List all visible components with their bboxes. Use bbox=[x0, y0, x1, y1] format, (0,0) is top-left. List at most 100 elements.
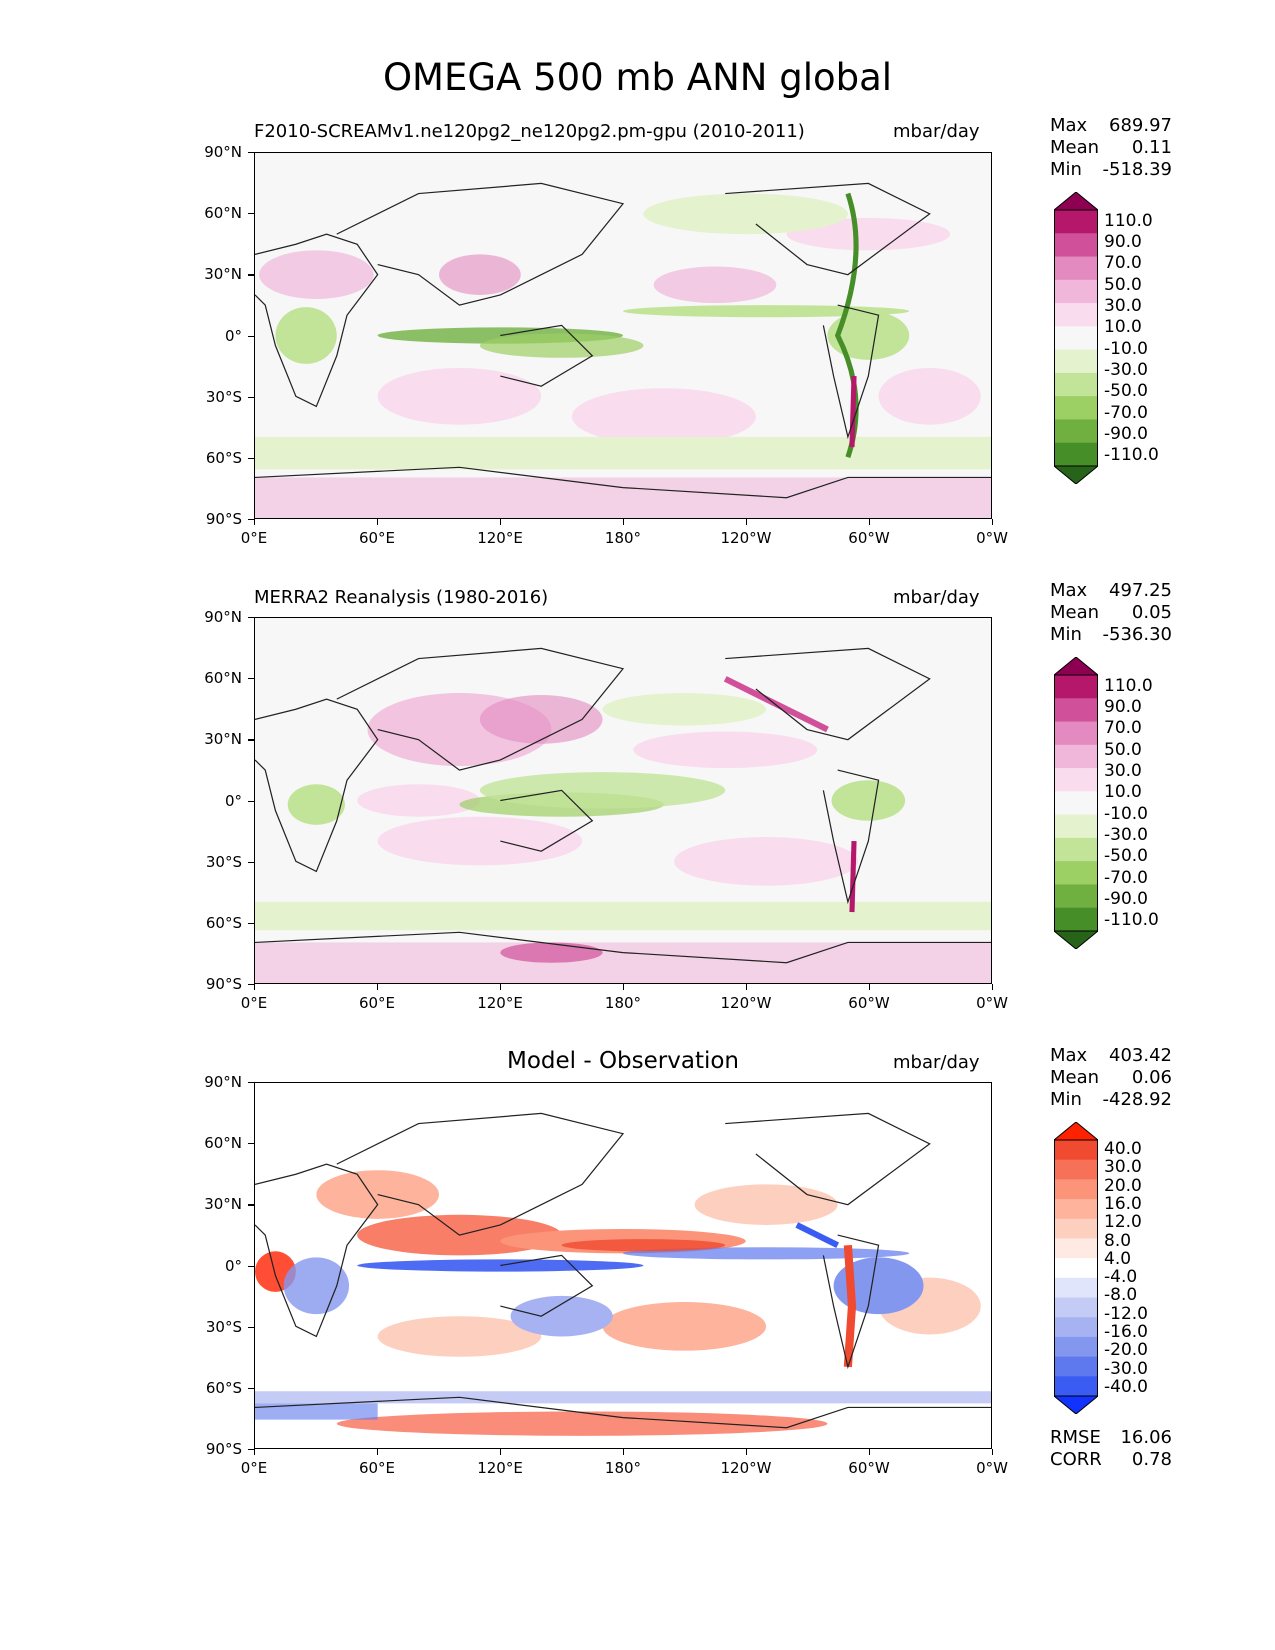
colorbar-segment bbox=[1054, 837, 1098, 862]
colorbar-graphic bbox=[1054, 657, 1098, 949]
y-tick-label: 60°S bbox=[205, 1378, 242, 1397]
x-tick bbox=[746, 519, 748, 525]
colorbar-tick-label: 8.0 bbox=[1104, 1230, 1132, 1251]
x-tick-label: 120°W bbox=[720, 529, 772, 547]
x-tick bbox=[746, 1449, 748, 1455]
y-tick-label: 60°S bbox=[205, 913, 242, 932]
corr-value: 0.78 bbox=[1131, 1449, 1172, 1470]
stat-max-value: 497.25 bbox=[1109, 580, 1172, 601]
rmse-label: RMSE bbox=[1050, 1427, 1101, 1448]
panel-title: Model - Observation bbox=[506, 1048, 740, 1074]
colorbar-segment bbox=[1054, 396, 1098, 420]
colorbar-tick-label: 110.0 bbox=[1104, 675, 1153, 696]
colorbar-obs: 110.0 90.0 70.0 50.0 30.0 10.0 -10.0 -30.0 -50.0… bbox=[1054, 657, 1159, 949]
colorbar-segment bbox=[1054, 1159, 1098, 1180]
colorbar-tick-label: -40.0 bbox=[1104, 1376, 1148, 1397]
y-tick-label: 0° bbox=[224, 791, 242, 810]
x-tick bbox=[500, 519, 502, 525]
x-tick-label: 180° bbox=[604, 994, 642, 1012]
colorbar-segment bbox=[1054, 675, 1098, 699]
y-tick bbox=[248, 1387, 254, 1390]
stat-max-label: Max bbox=[1050, 115, 1088, 136]
colorbar-tick-label: -4.0 bbox=[1104, 1267, 1138, 1288]
colorbar-segment bbox=[1054, 210, 1098, 234]
x-tick bbox=[623, 984, 625, 990]
x-tick-label: 0°W bbox=[976, 1459, 1008, 1477]
y-tick bbox=[248, 213, 254, 215]
colorbar-segment bbox=[1054, 372, 1098, 397]
colorbar-segment bbox=[1054, 1179, 1098, 1200]
x-tick-label: 60°E bbox=[358, 529, 396, 547]
colorbar-tick-label: -30.0 bbox=[1104, 360, 1148, 380]
x-tick-label: 60°E bbox=[358, 1459, 396, 1477]
stat-mean-value: 0.05 bbox=[1131, 602, 1172, 623]
colorbar-segment bbox=[1054, 1218, 1098, 1239]
colorbar-tick-label: 90.0 bbox=[1104, 232, 1142, 252]
colorbar-tick-label: 30.0 bbox=[1104, 761, 1142, 781]
colorbar-tick-label: -8.0 bbox=[1104, 1285, 1138, 1306]
colorbar-tick-label: 4.0 bbox=[1104, 1248, 1132, 1269]
colorbar-tick-label: -50.0 bbox=[1104, 381, 1148, 402]
y-tick bbox=[248, 739, 254, 741]
colorbar-segment bbox=[1054, 791, 1098, 816]
panel-title: F2010-SCREAMv1.ne120pg2_ne120pg2.pm-gpu … bbox=[254, 121, 805, 142]
stat-min-label: Min bbox=[1050, 1089, 1082, 1110]
x-tick bbox=[377, 519, 379, 525]
panel-units: mbar/day bbox=[893, 121, 980, 142]
y-tick-label: 30°S bbox=[205, 387, 242, 406]
x-tick-label: 120°W bbox=[720, 994, 772, 1012]
y-tick bbox=[248, 457, 254, 460]
y-tick bbox=[248, 678, 254, 680]
x-tick-label: 60°W bbox=[848, 529, 890, 547]
x-tick bbox=[500, 1449, 502, 1455]
colorbar-frame bbox=[1054, 1139, 1098, 1397]
x-tick bbox=[254, 984, 256, 990]
colorbar-segment bbox=[1054, 279, 1098, 304]
x-tick bbox=[869, 984, 871, 990]
panel-title: MERRA2 Reanalysis (1980-2016) bbox=[254, 587, 549, 608]
stat-min-value: -518.39 bbox=[1102, 159, 1172, 180]
colorbar-tick-label: 50.0 bbox=[1104, 274, 1142, 295]
y-tick-label: 90°N bbox=[204, 608, 242, 626]
colorbar-segment bbox=[1054, 907, 1098, 932]
y-tick bbox=[248, 861, 254, 863]
y-tick bbox=[248, 519, 254, 521]
y-tick bbox=[248, 396, 254, 398]
colorbar-segment bbox=[1054, 1317, 1098, 1338]
y-tick-label: 0° bbox=[224, 326, 242, 345]
y-tick-label: 30°N bbox=[204, 730, 242, 749]
x-tick-label: 0°E bbox=[240, 994, 268, 1012]
x-tick bbox=[377, 984, 379, 990]
colorbar-segment bbox=[1054, 1140, 1098, 1161]
x-tick bbox=[254, 1449, 256, 1455]
x-tick-label: 60°E bbox=[358, 994, 396, 1012]
stat-min-value: -428.92 bbox=[1102, 1089, 1172, 1110]
y-tick bbox=[248, 984, 254, 986]
colorbar-extend-min bbox=[1054, 465, 1098, 484]
colorbar-extend-min bbox=[1054, 930, 1098, 949]
map-difference bbox=[254, 1082, 992, 1449]
colorbar-tick-label: 30.0 bbox=[1104, 1157, 1142, 1178]
x-tick-label: 120°W bbox=[720, 1459, 772, 1477]
colorbar-tick-label: 40.0 bbox=[1104, 1139, 1142, 1160]
map-field-obs bbox=[254, 617, 992, 984]
y-tick bbox=[248, 1326, 254, 1328]
x-tick bbox=[992, 984, 994, 990]
stat-min-value: -536.30 bbox=[1102, 624, 1172, 645]
x-tick-label: 60°W bbox=[848, 1459, 890, 1477]
y-tick bbox=[248, 1082, 254, 1084]
stat-mean-label: Mean bbox=[1050, 1067, 1100, 1088]
colorbar-segment bbox=[1054, 442, 1098, 467]
x-tick bbox=[500, 984, 502, 990]
colorbar-segment bbox=[1054, 233, 1098, 258]
colorbar-segment bbox=[1054, 349, 1098, 374]
colorbar-tick-label: 12.0 bbox=[1104, 1212, 1142, 1233]
x-tick-label: 120°E bbox=[477, 1459, 523, 1477]
x-tick bbox=[992, 1449, 994, 1455]
colorbar-tick-label: -50.0 bbox=[1104, 846, 1148, 867]
colorbar-segment bbox=[1054, 1336, 1098, 1358]
colorbar-tick-label: 10.0 bbox=[1104, 317, 1142, 338]
x-tick-label: 180° bbox=[604, 529, 642, 547]
colorbar-tick-label: -110.0 bbox=[1104, 910, 1159, 931]
stat-mean-value: 0.11 bbox=[1131, 137, 1172, 158]
